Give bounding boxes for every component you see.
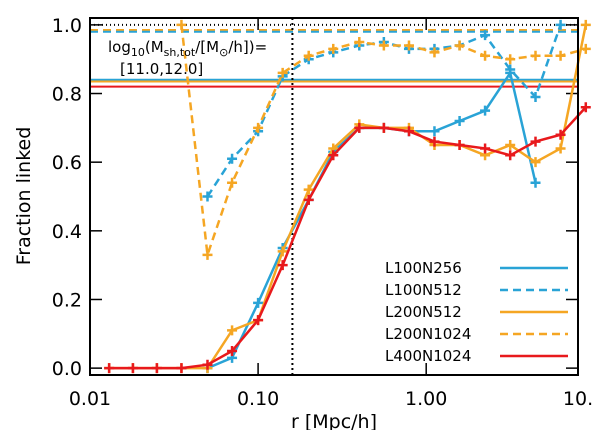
x-tick-label: 1.00 [405,388,447,410]
marker [277,246,288,257]
marker [530,157,541,168]
marker [454,140,465,151]
annotation-part: (M [145,38,164,56]
marker [454,40,465,51]
y-tick-label: 0.8 [52,84,82,106]
marker [104,363,115,374]
legend-label: L200N512 [385,303,462,321]
marker [580,102,591,113]
legend-label: L100N256 [385,259,462,277]
marker [480,143,491,154]
marker [176,19,187,30]
marker [227,177,238,188]
marker [480,50,491,61]
annotation: [11.0,12.0] [120,60,203,78]
marker [253,122,264,133]
marker [555,129,566,140]
marker [151,363,162,374]
marker [277,67,288,78]
legend-label: L100N512 [385,281,462,299]
marker [429,126,440,137]
marker [555,19,566,30]
series-line [207,69,537,370]
marker [176,363,187,374]
y-axis-label: Fraction linked [13,127,35,266]
marker [505,54,516,65]
plot-frame [89,17,579,376]
annotation: log10(Msh,tot/[M⊙/h])= [108,38,267,59]
marker [253,297,264,308]
marker [403,40,414,51]
annotation-part: sh,tot [164,46,196,59]
y-tick-label: 0.6 [52,152,82,174]
y-tick-label: 0.0 [52,358,82,380]
y-tick-label: 0.2 [52,289,82,311]
marker [505,64,516,75]
marker [378,40,389,51]
marker [354,37,365,48]
x-axis-label: r [Mpc/h] [291,411,377,430]
marker [429,47,440,58]
marker [277,260,288,271]
marker [480,30,491,41]
annotation-part: /h])= [228,38,267,56]
legend-label: L400N1024 [385,347,471,365]
marker [253,315,264,326]
annotation-part: /[M [195,38,219,56]
marker [328,43,339,54]
marker [505,150,516,161]
marker [530,177,541,188]
marker [530,136,541,147]
marker [454,115,465,126]
marker [127,363,138,374]
marker [227,153,238,164]
x-tick-label: 10. [563,388,593,410]
marker [505,140,516,151]
annotation-part: 10 [131,46,145,59]
marker [227,345,238,356]
marker [202,191,213,202]
marker [227,325,238,336]
y-tick-label: 1.0 [52,15,82,37]
x-tick-label: 0.01 [69,388,111,410]
marker [530,50,541,61]
legend-label: L200N1024 [385,325,471,343]
marker [580,19,591,30]
marker [303,50,314,61]
marker [580,43,591,54]
marker [202,249,213,260]
marker [354,122,365,133]
marker [480,105,491,116]
marker [555,143,566,154]
marker [303,194,314,205]
y-tick-label: 0.4 [52,221,82,243]
marker [378,122,389,133]
marker [530,91,541,102]
marker [403,126,414,137]
marker [328,150,339,161]
marker [303,184,314,195]
x-tick-label: 0.10 [237,388,279,410]
marker [429,136,440,147]
marker [202,359,213,370]
annotation-part: log [108,38,131,56]
annotation-part: ⊙ [219,46,228,59]
marker [555,50,566,61]
